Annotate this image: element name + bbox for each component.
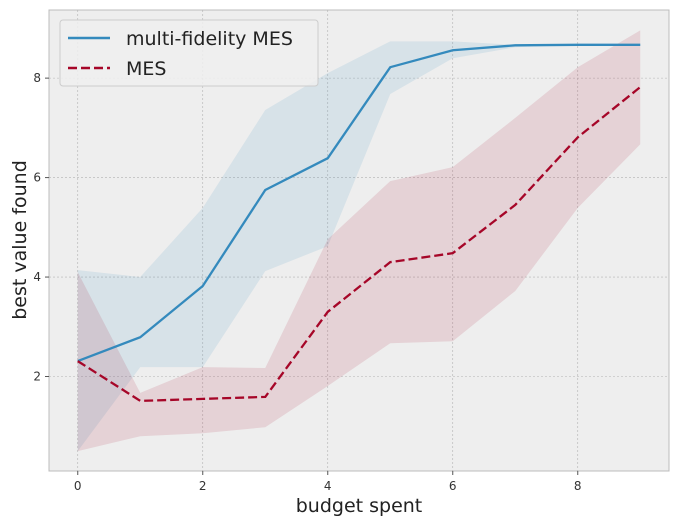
y-tick-label: 8	[33, 71, 41, 85]
y-tick-label: 4	[33, 270, 41, 284]
x-axis-label: budget spent	[296, 495, 423, 517]
series-line-0	[77, 43, 641, 363]
legend: multi-fidelity MES MES	[59, 19, 319, 87]
confidence-band-0	[77, 41, 641, 452]
confidence-band-1	[77, 30, 641, 452]
x-tick-label: 2	[199, 479, 207, 493]
x-tick-label: 6	[449, 479, 457, 493]
series-line-1	[77, 86, 641, 403]
tick-labels: 0 2 4 6 8 2 4 6 8	[33, 71, 581, 493]
legend-label-mes: MES	[126, 58, 166, 80]
legend-label-multi-fidelity-mes: multi-fidelity MES	[126, 28, 293, 50]
plot-background	[48, 9, 670, 472]
x-tick-label: 4	[324, 479, 332, 493]
confidence-bands	[77, 30, 641, 452]
grid	[49, 10, 669, 471]
legend-box	[59, 19, 319, 87]
series-lines	[77, 43, 641, 403]
y-tick-label: 2	[33, 370, 41, 384]
x-tick-label: 0	[74, 479, 82, 493]
y-tick-label: 6	[33, 171, 41, 185]
x-tick-label: 8	[574, 479, 582, 493]
y-axis-label: best value found	[9, 160, 31, 320]
